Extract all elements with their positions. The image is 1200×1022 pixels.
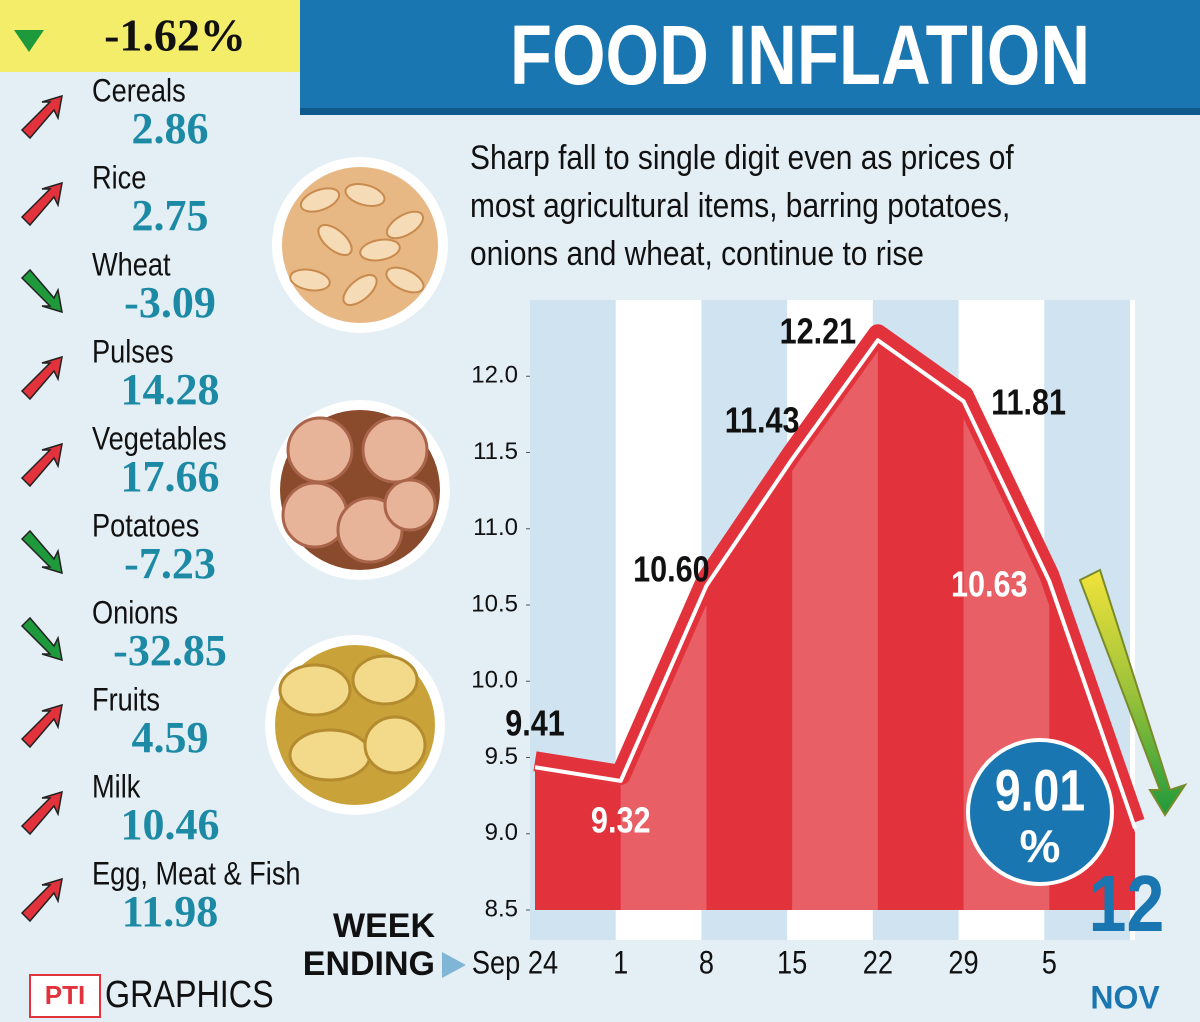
- value-label: 10.60: [633, 550, 710, 590]
- item-name: Pulses: [92, 334, 174, 370]
- down-arrow: [20, 529, 63, 575]
- line-outer: [533, 324, 1145, 826]
- potato-photo: [265, 635, 445, 815]
- item-value: 10.46: [121, 800, 220, 849]
- svg-text:PTI: PTI: [45, 980, 85, 1010]
- value-label: 11.43: [725, 401, 800, 441]
- x-axis-pointer: [442, 952, 466, 978]
- subtitle: Sharp fall to single digit even as price…: [470, 138, 1014, 272]
- title-bar: [300, 0, 1200, 115]
- item-value: 4.59: [132, 713, 209, 762]
- item-name: Vegetables: [92, 421, 227, 457]
- cereal-photo: [272, 157, 448, 333]
- fall-arrow: [1078, 568, 1188, 817]
- headline: -1.62%: [104, 10, 246, 61]
- item-name: Rice: [92, 160, 146, 196]
- headline-box: [0, 0, 300, 72]
- line-inner: [534, 338, 1137, 829]
- subtitle-line: onions and wheat, continue to rise: [470, 234, 924, 272]
- up-arrow: [20, 703, 63, 749]
- subtitle-line: most agricultural items, barring potatoe…: [470, 186, 1010, 224]
- y-tick-label: 9.5: [485, 743, 518, 770]
- item-value: -3.09: [124, 278, 216, 327]
- x-tick-label: 22: [863, 945, 893, 981]
- item-name: Cereals: [92, 73, 186, 109]
- item-value: 14.28: [121, 365, 220, 414]
- title-bar-edge: [300, 108, 1200, 115]
- value-label: 12.21: [780, 312, 857, 352]
- y-tick-label: 9.0: [485, 819, 518, 846]
- down-arrow: [20, 268, 63, 314]
- x-tick-label: 29: [948, 945, 978, 981]
- up-arrow: [20, 355, 63, 401]
- onion-photo: [270, 400, 450, 580]
- footer-source: GRAPHICS: [105, 974, 274, 1016]
- item-name: Wheat: [92, 247, 171, 283]
- item-name: Milk: [92, 769, 140, 805]
- y-tick-label: 10.0: [471, 667, 518, 694]
- item-value: 17.66: [121, 452, 220, 501]
- value-label: 9.01: [995, 758, 1085, 823]
- down-arrow: [20, 616, 63, 662]
- x-axis-label: ENDING: [303, 945, 435, 983]
- item-value: 2.86: [132, 104, 209, 153]
- x-tick-label: Sep 24: [472, 945, 558, 981]
- item-name: Fruits: [92, 682, 160, 718]
- y-tick-label: 12.0: [471, 362, 518, 389]
- x-tick-label: 12: [1089, 859, 1165, 948]
- month-label: NOV: [1090, 979, 1160, 1015]
- y-tick-label: 10.5: [471, 590, 518, 617]
- y-tick-label: 8.5: [485, 895, 518, 922]
- callout-circle: [966, 738, 1114, 886]
- x-axis-label: WEEK: [333, 907, 435, 945]
- down-triangle: [14, 30, 44, 52]
- y-tick-label: 11.0: [473, 514, 518, 541]
- x-tick-label: 15: [777, 945, 807, 981]
- up-arrow: [20, 442, 63, 488]
- item-value: -32.85: [113, 626, 227, 675]
- y-tick-label: 11.5: [473, 438, 518, 465]
- value-label: 11.81: [991, 383, 1066, 423]
- title: FOOD INFLATION: [510, 9, 1090, 103]
- value-label: 10.63: [951, 565, 1028, 605]
- subtitle-line: Sharp fall to single digit even as price…: [470, 138, 1014, 176]
- item-value: -7.23: [124, 539, 216, 588]
- item-name: Egg, Meat & Fish: [92, 856, 301, 892]
- plot: 8.5 9.0 9.5 10.0 10.5 11.0 11.5 12.0 Sep 24 1 8 15 2…: [303, 300, 1165, 1015]
- up-arrow: [20, 94, 63, 140]
- item-value: 2.75: [132, 191, 209, 240]
- up-arrow: [20, 877, 63, 923]
- value-label: 9.32: [591, 801, 651, 841]
- item-name: Potatoes: [92, 508, 199, 544]
- x-tick-label: 5: [1042, 945, 1057, 981]
- up-arrow: [20, 181, 63, 227]
- item-name: Onions: [92, 595, 178, 631]
- item-value: 11.98: [122, 887, 219, 936]
- x-tick-label: 1: [613, 945, 628, 981]
- up-arrow: [20, 790, 63, 836]
- percent-sign: %: [1020, 820, 1061, 872]
- value-label: 9.41: [505, 704, 565, 744]
- logo: PTI: [29, 974, 101, 1018]
- x-tick-label: 8: [699, 945, 714, 981]
